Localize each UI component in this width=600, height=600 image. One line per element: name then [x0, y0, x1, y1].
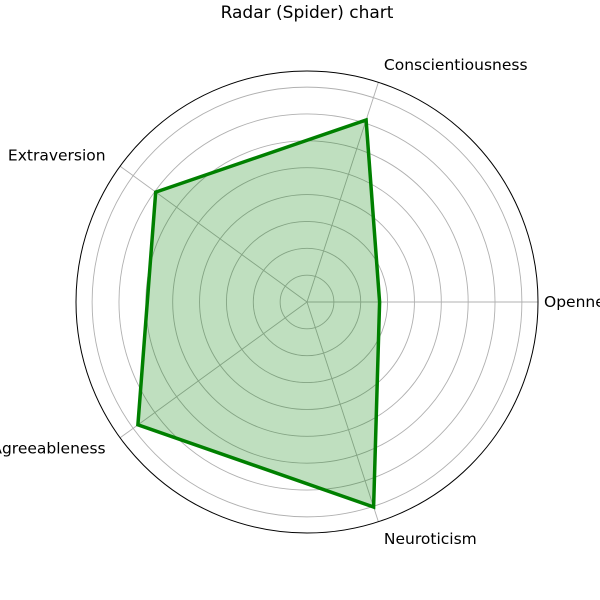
- chart-title: Radar (Spider) chart: [221, 3, 394, 23]
- axis-label-extraversion: Extraversion: [8, 147, 106, 165]
- grid-spoke: [119, 301, 308, 439]
- axis-label-conscientiousness: Conscientiousness: [384, 56, 528, 74]
- axis-labels: Openness Conscientiousness Extraversion Agr…: [0, 56, 600, 548]
- series-line: [136, 117, 382, 510]
- axis-label-agreeableness: Agreeableness: [0, 439, 106, 457]
- axis-label-openness: Openness: [544, 293, 600, 311]
- axis-label-neuroticism: Neuroticism: [384, 530, 477, 548]
- outer-ring: [75, 70, 539, 534]
- grid-spoke: [119, 165, 308, 303]
- grid-spoke: [306, 301, 379, 522]
- radar-data: [136, 117, 382, 510]
- series-area: [137, 120, 380, 507]
